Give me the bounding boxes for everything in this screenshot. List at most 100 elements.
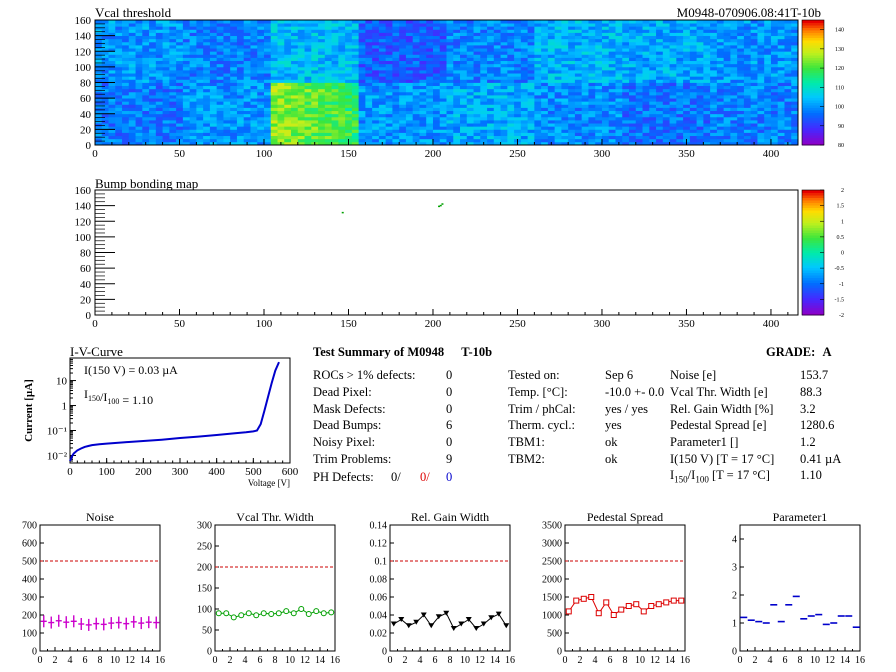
heatmap-cell (514, 76, 522, 80)
heatmap-cell (399, 95, 407, 99)
heatmap-cell (770, 48, 779, 52)
heatmap-cell (466, 38, 474, 43)
heatmap-cell (791, 70, 799, 74)
heatmap-cell (351, 126, 360, 130)
heatmap-cell (615, 113, 623, 118)
heatmap-cell (547, 129, 556, 133)
heatmap-cell (304, 141, 312, 146)
heatmap-cell (399, 110, 407, 115)
heatmap-cell (101, 91, 109, 96)
heatmap-cell (318, 66, 326, 71)
heatmap-cell (547, 66, 556, 71)
heatmap-cell (608, 132, 616, 137)
heatmap-cell (95, 35, 103, 40)
heatmap-cell (412, 60, 420, 65)
y-tick-label: 160 (75, 15, 92, 27)
colorbar-band (802, 275, 824, 278)
heatmap-cell (696, 79, 704, 83)
heatmap-cell (635, 48, 643, 52)
heatmap-cell (324, 82, 332, 87)
heatmap-cell (324, 132, 332, 137)
heatmap-cell (601, 38, 610, 43)
heatmap-cell (439, 20, 447, 24)
heatmap-cell (439, 113, 447, 118)
heatmap-cell (149, 63, 157, 68)
heatmap-cell (101, 57, 109, 62)
heatmap-cell (683, 132, 691, 137)
heatmap-cell (378, 95, 387, 99)
heatmap-cell (162, 29, 170, 33)
heatmap-cell (554, 41, 562, 46)
heatmap-cell (189, 98, 197, 102)
heatmap-cell (770, 38, 779, 43)
heatmap-cell (676, 135, 684, 140)
colorbar-tick-label: 130 (835, 47, 844, 53)
heatmap-cell (460, 135, 468, 140)
heatmap-cell (770, 76, 779, 80)
heatmap-cell (311, 32, 319, 37)
heatmap-cell (757, 138, 765, 143)
heatmap-cell (608, 73, 616, 77)
defect-label: Trim Problems: (313, 451, 392, 466)
heatmap-cell (622, 79, 630, 83)
heatmap-cell (372, 32, 380, 37)
heatmap-cell (696, 98, 704, 102)
heatmap-cell (365, 48, 373, 52)
heatmap-cell (696, 110, 704, 115)
heatmap-cell (629, 70, 637, 74)
heatmap-cell (115, 41, 123, 46)
heatmap-cell (662, 129, 670, 133)
heatmap-cell (331, 38, 339, 43)
heatmap-cell (473, 85, 481, 90)
heatmap-cell (351, 70, 360, 74)
heatmap-cell (696, 73, 704, 77)
heatmap-cell (385, 116, 393, 121)
heatmap-cell (507, 51, 515, 55)
heatmap-cell (703, 82, 711, 87)
heatmap-cell (135, 132, 143, 137)
heatmap-cell (115, 129, 123, 133)
heatmap-cell (155, 126, 163, 130)
heatmap-cell (392, 35, 400, 40)
heatmap-cell (574, 32, 583, 37)
heatmap-cell (230, 95, 238, 99)
heatmap-cell (514, 57, 522, 62)
heatmap-cell (514, 60, 522, 65)
x-tick-label: 200 (425, 318, 442, 330)
heatmap-cell (162, 48, 170, 52)
heatmap-cell (676, 20, 684, 24)
heatmap-cell (791, 48, 799, 52)
heatmap-cell (419, 91, 427, 96)
heatmap-cell (176, 57, 184, 62)
heatmap-cell (203, 116, 211, 121)
heatmap-cell (270, 110, 278, 115)
heatmap-cell (581, 29, 589, 33)
heatmap-cell (351, 91, 360, 96)
heatmap-cell (230, 73, 238, 77)
heatmap-cell (676, 110, 684, 115)
heatmap-cell (568, 110, 576, 115)
data-point (260, 610, 267, 617)
heatmap-cell (378, 54, 387, 58)
heatmap-cell (764, 141, 772, 146)
heatmap-cell (311, 70, 319, 74)
heatmap-cell (297, 26, 305, 30)
heatmap-cell (527, 57, 535, 62)
heatmap-cell (601, 57, 610, 62)
heatmap-cell (95, 79, 103, 83)
heatmap-cell (338, 51, 346, 55)
condition-label: Temp. [°C]: (508, 384, 568, 399)
heatmap-cell (588, 32, 596, 37)
heatmap-cell (608, 20, 616, 24)
heatmap-cell (689, 66, 698, 71)
heatmap-cell (595, 129, 603, 133)
heatmap-cell (108, 120, 116, 124)
heatmap-cell (473, 132, 481, 137)
heatmap-cell (284, 26, 292, 30)
heatmap-cell (703, 132, 711, 137)
heatmap-cell (493, 132, 501, 137)
heatmap-cell (345, 66, 353, 71)
heatmap-cell (378, 104, 387, 108)
heatmap-cell (777, 54, 785, 58)
heatmap-cell (615, 129, 623, 133)
